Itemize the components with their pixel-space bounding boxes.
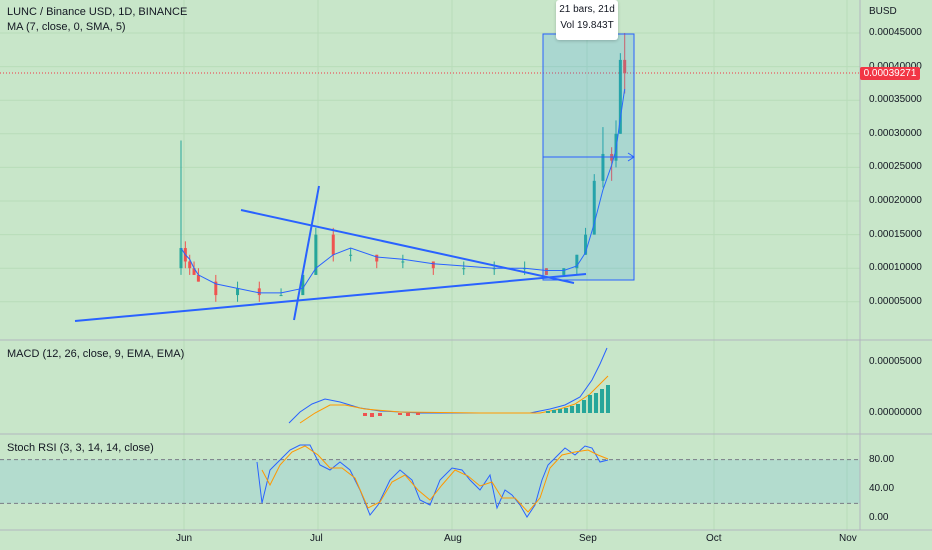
candle-body — [401, 261, 405, 263]
price-tick-label: 0.00030000 — [869, 127, 922, 139]
stoch-rsi-indicator-label[interactable]: Stoch RSI (3, 3, 14, 14, close) — [7, 442, 154, 454]
candle-body — [314, 234, 318, 275]
time-tick-label: Nov — [839, 533, 857, 544]
macd-signal-line — [299, 375, 609, 424]
macd-histogram-bar — [558, 409, 562, 413]
candle-body — [544, 268, 548, 275]
price-tick-label: 0.00025000 — [869, 161, 922, 173]
candle-body — [257, 288, 261, 296]
candle-body — [279, 295, 283, 297]
time-tick-label: Aug — [444, 533, 462, 544]
macd-histogram-bar — [370, 413, 374, 417]
candle-body — [575, 254, 579, 269]
candle-body — [431, 261, 435, 269]
candle-body — [462, 268, 466, 270]
ma-polyline — [180, 88, 626, 294]
candle-body — [331, 234, 335, 255]
macd-histogram-bar — [570, 406, 574, 413]
time-tick-label: Sep — [579, 533, 597, 544]
candle-body — [601, 153, 605, 181]
measure-arrow-head — [627, 152, 635, 162]
current-price-tag: 0.00039271 — [860, 67, 920, 80]
macd-histogram-bar — [546, 411, 550, 413]
currency-label: BUSD — [869, 6, 897, 17]
candle-body — [196, 274, 200, 282]
stoch-tick-label: 40.00 — [869, 482, 895, 494]
candle-body — [236, 288, 240, 296]
candle-body — [584, 234, 588, 255]
price-tick-label: 0.00040000 — [869, 61, 922, 72]
ma-line — [180, 88, 626, 294]
stoch-k-line — [256, 444, 609, 518]
stoch-band — [0, 459, 860, 504]
price-tick-label: 0.00005000 — [869, 295, 922, 307]
stoch-tick-label: 0.00 — [869, 512, 889, 523]
candle-body — [301, 274, 305, 296]
candle-body — [179, 248, 183, 269]
macd-histogram-bar — [588, 395, 592, 413]
candle-body — [592, 180, 596, 235]
candle-body — [562, 268, 566, 275]
macd-histogram-bar — [406, 413, 410, 416]
candle-body — [375, 254, 379, 262]
candle-body — [349, 254, 353, 256]
macd-histogram-bar — [363, 413, 367, 416]
macd-histogram-bar — [564, 408, 568, 413]
time-tick-label: Oct — [706, 533, 722, 544]
ma-indicator-label[interactable]: MA (7, close, 0, SMA, 5) — [7, 21, 126, 33]
stoch-tick-label: 80.00 — [869, 453, 895, 465]
time-tick-label: Jul — [310, 533, 323, 544]
descending-trendline — [240, 209, 575, 284]
macd-histogram-bar — [594, 393, 598, 413]
price-tick-label: 0.00045000 — [869, 27, 922, 38]
macd-histogram-bar — [416, 413, 420, 415]
candle-body — [618, 59, 622, 134]
candle-body — [623, 59, 627, 74]
macd-tick-label: 0.00000000 — [869, 407, 922, 418]
macd-tick-label: 0.00005000 — [869, 356, 922, 367]
macd-histogram-bar — [398, 413, 402, 415]
price-tick-label: 0.00035000 — [869, 94, 922, 106]
candle-body — [188, 261, 192, 269]
macd-histogram-bar — [378, 413, 382, 416]
macd-histogram-bar — [606, 385, 610, 413]
macd-indicator-label[interactable]: MACD (12, 26, close, 9, EMA, EMA) — [7, 348, 185, 360]
measure-tooltip: 21 bars, 21d Vol 19.843T — [556, 0, 618, 40]
candle-body — [214, 281, 218, 296]
chart-title: LUNC / Binance USD, 1D, BINANCE — [7, 6, 188, 18]
stoch-rsi-pane — [0, 444, 860, 518]
flagpole-line — [293, 185, 320, 321]
pane-dividers — [0, 0, 932, 531]
tooltip-volume: Vol 19.843T — [560, 20, 614, 31]
macd-histogram-bar — [582, 400, 586, 413]
price-tick-label: 0.00010000 — [869, 262, 922, 274]
macd-pane — [288, 347, 610, 424]
price-tick-label: 0.00015000 — [869, 228, 922, 240]
grid-lines — [0, 0, 860, 530]
macd-histogram-bar — [600, 389, 604, 413]
macd-histogram-bar — [552, 410, 556, 413]
candle-body — [192, 268, 196, 275]
price-tick-label: 0.00020000 — [869, 195, 922, 206]
stoch-d-line — [261, 445, 609, 513]
macd-histogram-bar — [576, 404, 580, 413]
time-tick-label: Jun — [176, 533, 193, 544]
tooltip-bars: 21 bars, 21d — [559, 4, 615, 15]
ascending-trendline — [74, 273, 587, 322]
trendline-drawings — [74, 33, 635, 322]
